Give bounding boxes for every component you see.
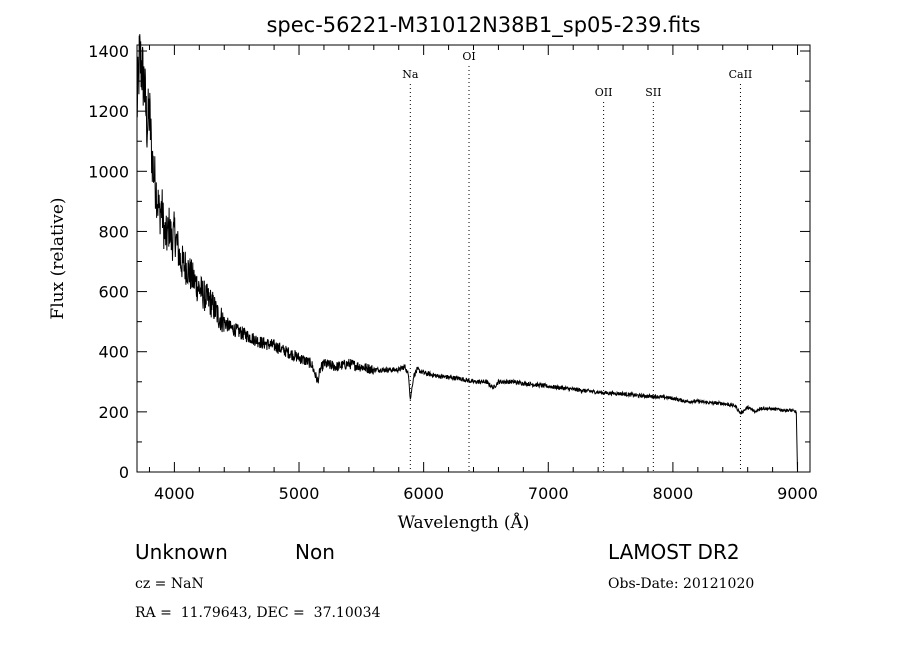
y-tick-label: 200 <box>98 403 129 422</box>
x-tick-label: 8000 <box>653 484 694 503</box>
spectral-line-markers: Na OI OII SII CaII <box>402 50 752 472</box>
spectrum-line <box>136 34 798 473</box>
line-label-caii: CaII <box>729 68 753 81</box>
x-tick-label: 4000 <box>154 484 195 503</box>
cz-value: cz = NaN <box>135 576 204 592</box>
line-label-na: Na <box>402 68 419 81</box>
y-tick-label: 1400 <box>88 42 129 61</box>
x-tick-label: 6000 <box>403 484 444 503</box>
plot-frame <box>136 44 811 473</box>
y-tick-label: 400 <box>98 343 129 362</box>
coordinates: RA = 11.79643, DEC = 37.10034 <box>135 605 381 621</box>
x-tick-label: 7000 <box>528 484 569 503</box>
y-tick-label: 0 <box>119 463 129 482</box>
y-tick-label: 1000 <box>88 162 129 181</box>
y-tick-label: 600 <box>98 283 129 302</box>
y-axis-label: Flux (relative) <box>48 197 68 319</box>
y-tick-label: 1200 <box>88 102 129 121</box>
axis-ticks: 4000 5000 6000 7000 8000 9000 0 200 400 600 800 100… <box>88 42 818 503</box>
y-tick-label: 800 <box>98 222 129 241</box>
line-label-sii: SII <box>645 86 661 99</box>
line-label-oi: OI <box>462 50 475 63</box>
x-tick-label: 5000 <box>279 484 320 503</box>
chart-title: spec-56221-M31012N38B1_sp05-239.fits <box>266 13 700 38</box>
survey-label: LAMOST DR2 <box>608 540 740 564</box>
x-axis-label: Wavelength (Å) <box>398 512 530 533</box>
obs-date: Obs-Date: 20121020 <box>608 576 755 592</box>
line-label-oii: OII <box>595 86 613 99</box>
x-tick-label: 9000 <box>777 484 818 503</box>
subclass-label: Non <box>295 540 335 564</box>
class-label: Unknown <box>135 540 228 564</box>
